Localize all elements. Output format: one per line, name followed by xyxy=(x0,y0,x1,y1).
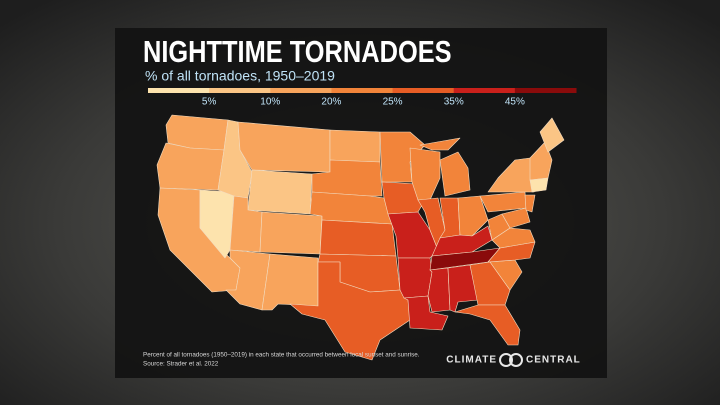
legend-label: 25% xyxy=(383,97,403,108)
title: NIGHTTIME TORNADOES xyxy=(143,35,452,70)
state xyxy=(539,117,565,153)
legend-swatch xyxy=(514,88,577,93)
legend-swatch xyxy=(331,88,394,93)
state xyxy=(529,141,553,181)
state xyxy=(259,211,323,255)
legend-label: 35% xyxy=(444,97,464,108)
state xyxy=(529,177,549,193)
state xyxy=(469,261,511,306)
state xyxy=(524,194,536,213)
state xyxy=(247,169,313,215)
footnote: Percent of all tornadoes (1950–2019) in … xyxy=(143,352,420,359)
legend-swatch xyxy=(148,88,210,93)
state xyxy=(403,295,449,331)
subtitle: % of all tornadoes, 1950–2019 xyxy=(145,68,335,84)
legend-label: 20% xyxy=(321,97,341,108)
state xyxy=(457,195,489,237)
logo-right: CENTRAL xyxy=(526,355,581,366)
state xyxy=(261,253,319,311)
legend-label: 45% xyxy=(505,97,525,108)
legend-swatch xyxy=(453,88,516,93)
state xyxy=(397,257,433,299)
legend-swatch xyxy=(270,88,332,93)
legend-swatch xyxy=(392,88,455,93)
state xyxy=(419,137,461,151)
legend-label: 10% xyxy=(260,97,280,108)
state xyxy=(427,267,451,313)
state xyxy=(319,219,397,257)
state xyxy=(439,151,471,197)
legend-label: 5% xyxy=(202,97,217,108)
state xyxy=(329,129,381,163)
state xyxy=(487,241,536,263)
us-map xyxy=(156,114,565,361)
state xyxy=(156,142,225,191)
legend: 5% 10% 20% 25% 35% 45% xyxy=(148,88,577,108)
state xyxy=(237,121,331,173)
state xyxy=(501,207,531,229)
state xyxy=(454,304,521,346)
state xyxy=(289,261,411,361)
logo-mark xyxy=(499,353,523,367)
source: Source: Strader et al. 2022 xyxy=(143,361,219,368)
legend-swatch xyxy=(209,88,271,93)
logo-left: CLIMATE xyxy=(446,355,497,366)
